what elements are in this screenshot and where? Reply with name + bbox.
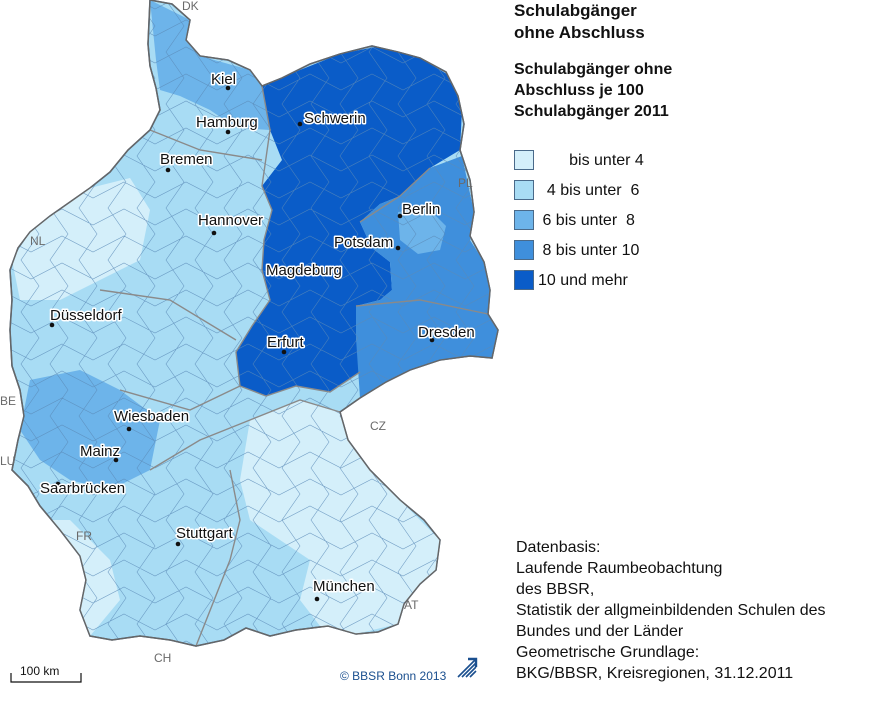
city-marker — [225, 85, 231, 91]
legend-label: 6 bis unter 8 — [538, 212, 635, 229]
bbsr-logo-icon — [456, 657, 478, 679]
city-marker — [175, 541, 181, 547]
city-label: Stuttgart — [176, 525, 234, 542]
state-borders — [99, 85, 489, 646]
germany-border — [9, 0, 499, 647]
country-label: LU — [0, 454, 15, 468]
source-line: BKG/BBSR, Kreisregionen, 31.12.2011 — [516, 665, 794, 682]
city-marker — [113, 457, 119, 463]
city-label: Erfurt — [267, 334, 305, 351]
city-label: Mainz — [80, 443, 120, 460]
city-marker — [314, 596, 320, 602]
country-label: CZ — [370, 419, 386, 433]
country-label: AT — [404, 598, 419, 612]
city-marker — [397, 213, 403, 219]
subtitle-line: Schulabgänger ohne — [514, 61, 673, 78]
copyright: © BBSR Bonn 2013 — [340, 669, 447, 683]
scale-bar — [10, 673, 82, 683]
city-marker — [49, 322, 55, 328]
city-marker — [225, 129, 231, 135]
city-label: Potsdam — [334, 234, 393, 251]
source-line: Datenbasis: — [516, 539, 601, 556]
title-line: Schulabgänger — [514, 1, 637, 20]
city-label: Dresden — [418, 324, 475, 341]
legend-swatch — [514, 270, 534, 290]
city-label: Magdeburg — [266, 262, 342, 279]
city-marker — [281, 349, 287, 355]
country-label: PL — [458, 176, 473, 190]
subtitle-line: Abschluss je 100 — [514, 82, 644, 99]
city-label: Hannover — [198, 212, 263, 229]
city-label: München — [313, 578, 375, 595]
country-label: DK — [182, 0, 199, 13]
legend-label: 4 bis unter 6 — [538, 182, 640, 199]
source-note: Datenbasis: Laufende Raumbeobachtung des… — [516, 537, 826, 684]
region-bavaria-light — [240, 400, 440, 634]
legend-label: 10 und mehr — [538, 272, 628, 289]
source-line: Laufende Raumbeobachtung — [516, 560, 723, 577]
map-subtitle: Schulabgänger ohne Abschluss je 100 Schu… — [514, 59, 672, 122]
city-marker — [297, 121, 303, 127]
country-label: BE — [0, 394, 16, 408]
city-marker — [211, 230, 217, 236]
country-label: NL — [30, 234, 46, 248]
subtitle-line: Schulabgänger 2011 — [514, 103, 669, 120]
city-label: Berlin — [402, 201, 440, 218]
city-marker — [312, 263, 318, 269]
region-schleswig-holstein — [150, 0, 270, 130]
legend-label: 8 bis unter 10 — [538, 242, 640, 259]
city-marker — [126, 426, 132, 432]
legend-swatch — [514, 180, 534, 200]
legend-swatch — [514, 210, 534, 230]
city-label: Hamburg — [196, 114, 258, 131]
source-line: Statistik der allgmeinbildenden Schulen … — [516, 602, 826, 619]
city-label: Schwerin — [304, 110, 366, 127]
source-line: Bundes und der Länder — [516, 623, 684, 640]
scale-label: 100 km — [20, 664, 60, 678]
city-label: Bremen — [160, 151, 213, 168]
country-label: CH — [154, 651, 171, 665]
source-line: des BBSR, — [516, 581, 595, 598]
legend-swatch — [514, 240, 534, 260]
city-marker — [165, 167, 171, 173]
city-label: Düsseldorf — [50, 307, 123, 324]
city-marker — [429, 337, 435, 343]
legend-label: bis unter 4 — [538, 152, 644, 169]
title-line: ohne Abschluss — [514, 23, 645, 42]
legend-swatch — [514, 150, 534, 170]
city-label: Wiesbaden — [114, 408, 189, 425]
map-title: Schulabgänger ohne Abschluss — [514, 0, 645, 44]
city-marker — [395, 245, 401, 251]
region-east-mid — [356, 156, 498, 398]
city-marker — [55, 481, 61, 487]
city-label: Kiel — [211, 71, 236, 88]
country-label: FR — [76, 529, 92, 543]
city-label: Saarbrücken — [40, 480, 125, 497]
source-line: Geometrische Grundlage: — [516, 644, 700, 661]
region-rhine-mid — [20, 370, 160, 490]
germany-map: DK PL NL BE LU CZ FR AT CH Kiel Hamburg Schwerin Br… — [0, 0, 499, 665]
